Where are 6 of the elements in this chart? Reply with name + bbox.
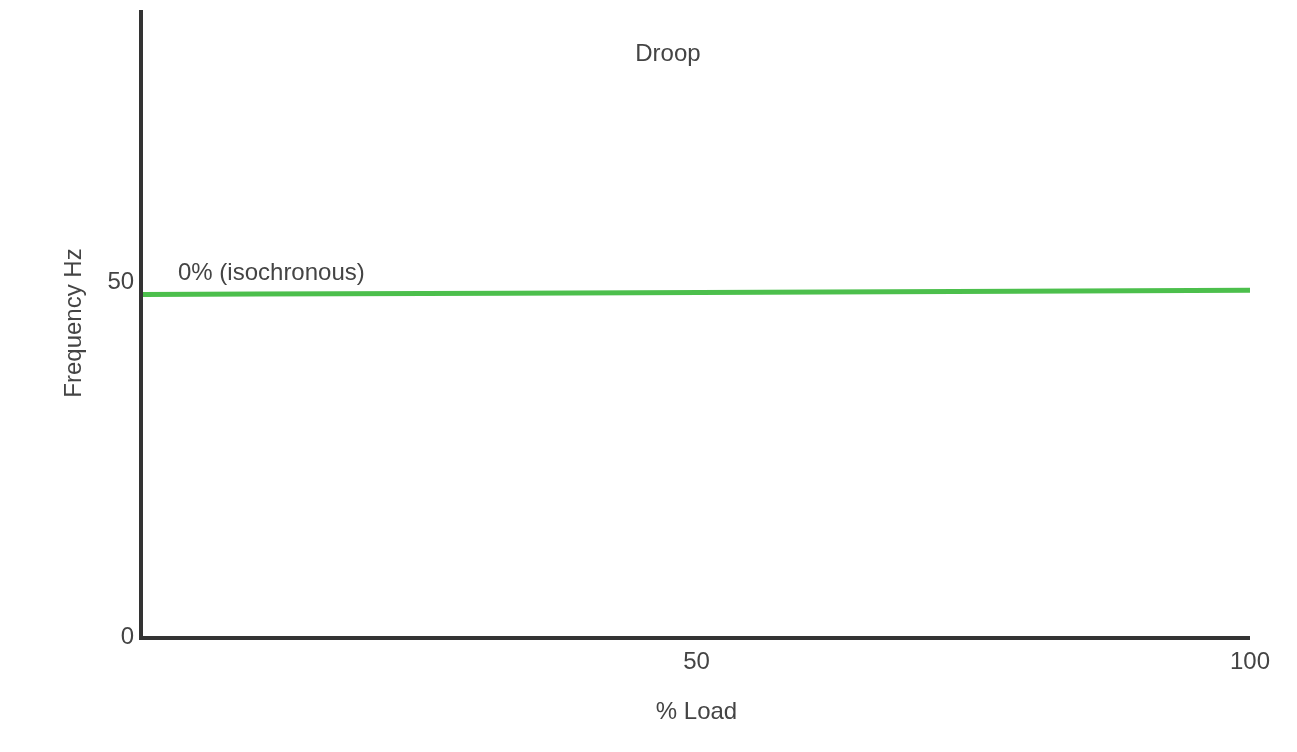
text: Droop [635,39,701,67]
x-tick-label: 100 [1229,646,1271,674]
annotation: 0% (isochronous) [178,258,365,285]
y-axis-title: Frequency Hz [59,248,87,398]
y-tick-label: 0 [120,622,135,650]
x-axis-title: % Load [655,696,738,724]
